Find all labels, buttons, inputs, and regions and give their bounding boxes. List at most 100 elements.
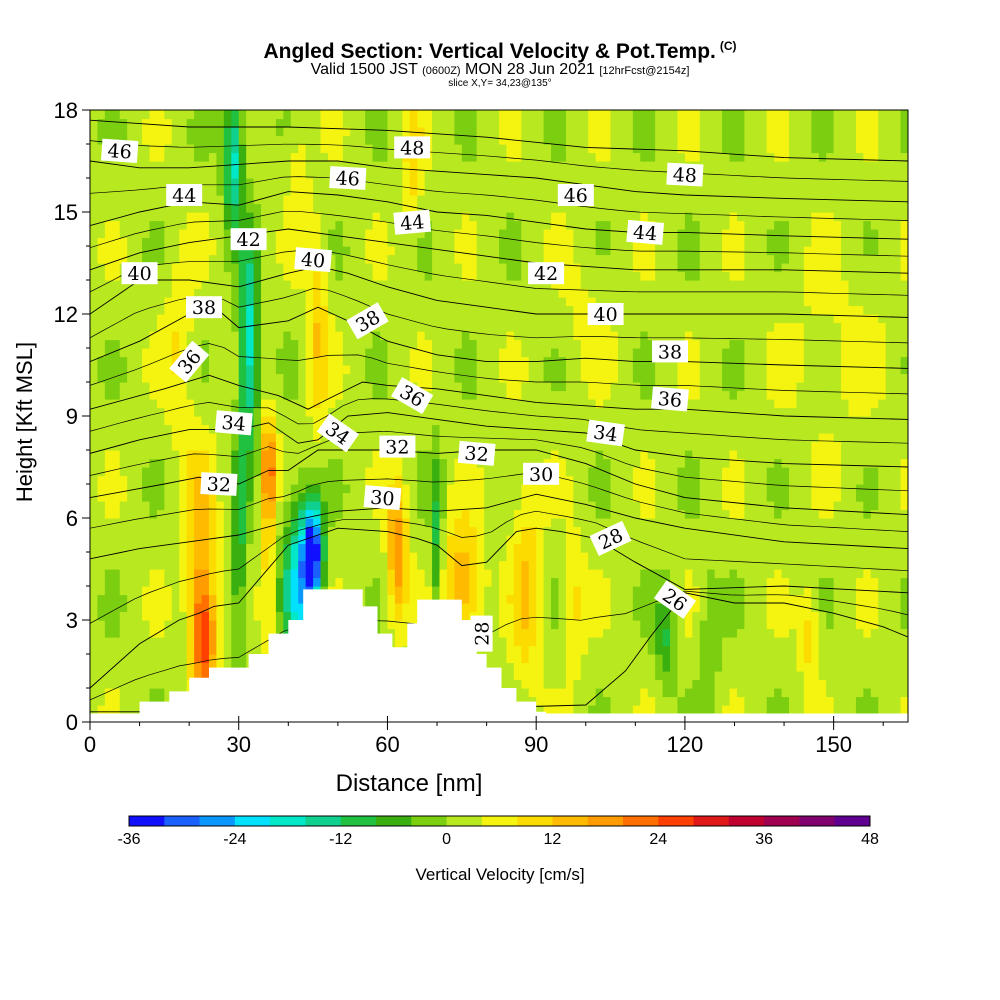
velocity-cell <box>216 373 225 383</box>
velocity-cell <box>186 518 195 528</box>
velocity-cell <box>461 552 470 562</box>
velocity-cell <box>142 110 151 120</box>
velocity-cell <box>387 178 396 188</box>
velocity-cell <box>201 492 210 502</box>
velocity-cell <box>97 543 106 553</box>
velocity-cell <box>432 220 441 230</box>
velocity-cell <box>238 407 247 417</box>
velocity-cell <box>536 526 545 536</box>
velocity-cell <box>365 118 374 128</box>
velocity-cell <box>528 135 537 145</box>
velocity-cell <box>461 594 470 604</box>
velocity-cell <box>290 331 299 341</box>
velocity-cell <box>186 254 195 264</box>
velocity-cell <box>253 552 262 562</box>
velocity-cell <box>499 229 508 239</box>
velocity-cell <box>97 518 106 528</box>
velocity-cell <box>558 696 567 706</box>
velocity-cell <box>298 212 307 222</box>
velocity-cell <box>551 688 560 698</box>
velocity-cell <box>558 458 567 468</box>
velocity-cell <box>402 501 411 511</box>
velocity-cell <box>588 152 597 162</box>
velocity-cell <box>350 127 359 137</box>
velocity-cell <box>506 127 515 137</box>
velocity-cell <box>454 118 463 128</box>
velocity-cell <box>90 475 99 485</box>
velocity-cell <box>409 594 418 604</box>
velocity-cell <box>506 169 515 179</box>
velocity-cell <box>179 662 188 672</box>
velocity-cell <box>417 280 426 290</box>
velocity-cell <box>380 118 389 128</box>
velocity-cell <box>543 501 552 511</box>
velocity-cell <box>134 611 143 621</box>
velocity-cell <box>484 654 493 664</box>
velocity-cell <box>149 169 158 179</box>
velocity-cell <box>134 688 143 698</box>
velocity-cell <box>357 118 366 128</box>
velocity-cell <box>342 458 351 468</box>
velocity-cell <box>246 492 255 502</box>
velocity-cell <box>528 229 537 239</box>
velocity-cell <box>164 518 173 528</box>
velocity-cell <box>580 161 589 171</box>
velocity-cell <box>476 569 485 579</box>
velocity-cell <box>97 611 106 621</box>
velocity-cell <box>194 424 203 434</box>
velocity-cell <box>476 271 485 281</box>
velocity-cell <box>469 526 478 536</box>
velocity-cell <box>171 169 180 179</box>
velocity-cell <box>476 407 485 417</box>
velocity-cell <box>350 509 359 519</box>
velocity-cell <box>156 535 165 545</box>
velocity-cell <box>417 322 426 332</box>
velocity-cell <box>142 339 151 349</box>
velocity-cell <box>208 492 218 502</box>
velocity-cell <box>342 314 351 324</box>
velocity-cell <box>580 645 589 655</box>
velocity-cell <box>238 654 247 664</box>
velocity-cell <box>595 365 604 375</box>
velocity-cell <box>194 433 203 443</box>
velocity-cell <box>439 178 448 188</box>
velocity-cell <box>380 212 389 222</box>
velocity-cell <box>223 280 232 290</box>
velocity-cell <box>223 348 232 358</box>
velocity-cell <box>528 382 537 392</box>
velocity-cell <box>432 263 441 273</box>
velocity-cell <box>194 535 203 545</box>
velocity-cell <box>580 263 589 273</box>
velocity-cell <box>595 110 604 120</box>
velocity-cell <box>290 161 299 171</box>
velocity-cell <box>521 645 530 655</box>
velocity-cell <box>327 356 336 366</box>
velocity-cell <box>290 603 299 613</box>
velocity-cell <box>156 645 165 655</box>
velocity-cell <box>275 620 284 630</box>
velocity-cell <box>491 509 500 519</box>
velocity-cell <box>119 671 128 681</box>
velocity-cell <box>305 169 314 179</box>
velocity-cell <box>104 314 113 324</box>
velocity-cell <box>246 458 255 468</box>
velocity-cell <box>439 254 448 264</box>
velocity-cell <box>164 586 173 596</box>
velocity-cell <box>290 373 299 383</box>
velocity-cell <box>327 467 336 477</box>
velocity-cell <box>179 127 188 137</box>
velocity-cell <box>142 628 151 638</box>
velocity-cell <box>350 246 359 256</box>
velocity-cell <box>208 186 218 196</box>
velocity-cell <box>603 620 612 630</box>
velocity-cell <box>580 705 589 715</box>
velocity-cell <box>573 178 582 188</box>
velocity-cell <box>417 331 426 341</box>
velocity-cell <box>409 229 418 239</box>
velocity-cell <box>208 552 218 562</box>
velocity-cell <box>223 450 232 460</box>
velocity-cell <box>342 246 351 256</box>
velocity-cell <box>380 280 389 290</box>
velocity-cell <box>223 322 232 332</box>
velocity-cell <box>149 662 158 672</box>
